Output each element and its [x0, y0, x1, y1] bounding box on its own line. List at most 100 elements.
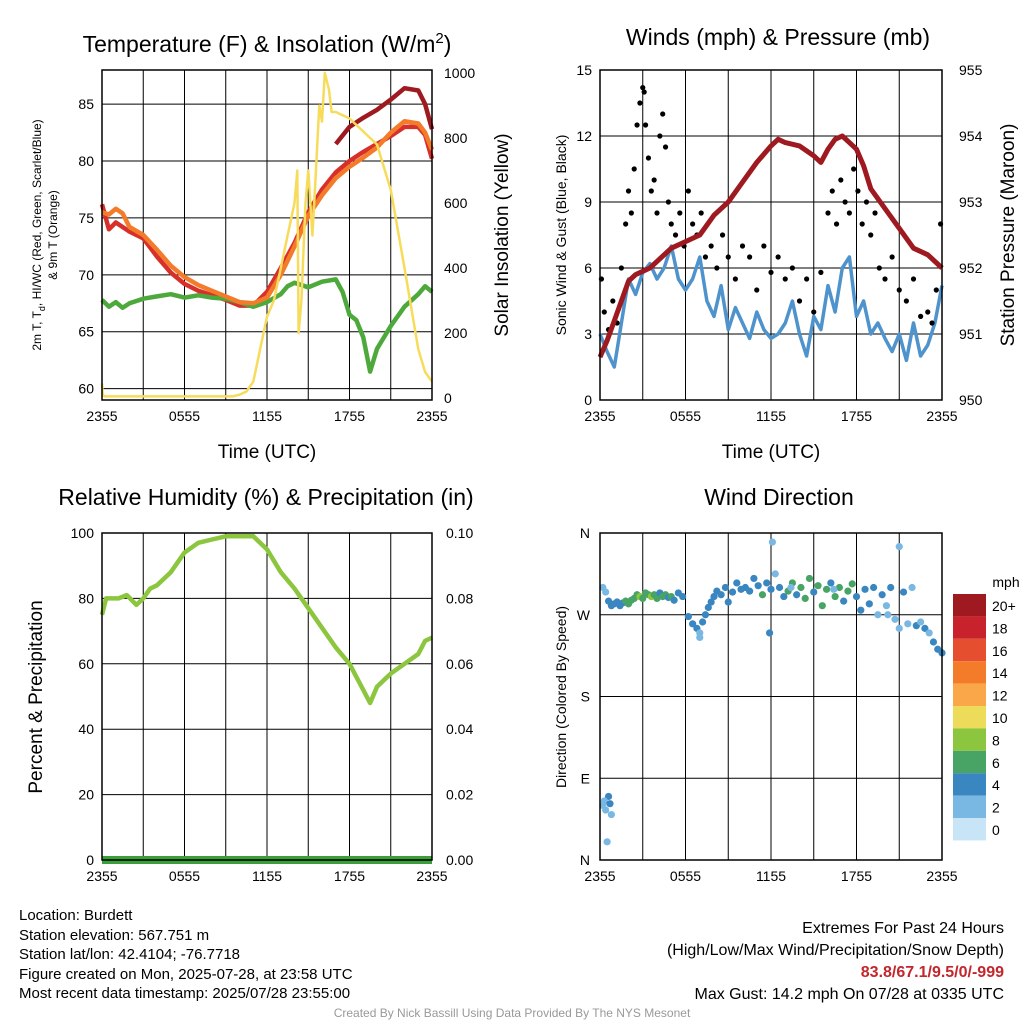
y-tick-label: 70	[78, 267, 94, 283]
gust-point	[648, 188, 654, 194]
chart-title: Winds (mph) & Pressure (mb)	[626, 24, 930, 50]
y2-tick-label: 0	[444, 390, 452, 406]
gust-point	[685, 188, 691, 194]
direction-point	[810, 588, 818, 596]
x-tick-label: 2355	[416, 868, 447, 884]
direction-point	[874, 611, 882, 619]
direction-point	[754, 582, 762, 590]
x-tick-label: 1155	[252, 868, 282, 884]
gust-point	[725, 254, 731, 260]
legend-label: 4	[992, 777, 1000, 793]
direction-point	[887, 583, 895, 592]
y2-tick-label: 0.00	[446, 852, 473, 868]
y2-tick-label: 0.10	[446, 525, 473, 541]
gust-point	[698, 210, 704, 216]
direction-point	[844, 587, 852, 595]
direction-point	[758, 591, 767, 599]
direction-point	[848, 580, 856, 588]
direction-point	[696, 633, 704, 642]
gust-point	[855, 188, 861, 194]
direction-point	[728, 588, 737, 596]
direction-point	[827, 579, 835, 587]
y2-tick-label: 1000	[444, 65, 475, 81]
y2-tick-label: 954	[959, 128, 983, 144]
gust-point	[829, 188, 835, 194]
y2-tick-label: 950	[959, 392, 983, 408]
x-tick-label: 2355	[416, 408, 447, 424]
gust-point	[690, 221, 696, 227]
legend-label: 20+	[992, 598, 1016, 614]
gust-point	[868, 232, 874, 238]
direction-point	[600, 797, 608, 805]
gust-point	[933, 287, 939, 293]
gust-point	[677, 210, 683, 216]
pressure-line	[597, 133, 944, 359]
gust-point	[775, 254, 781, 260]
direction-point	[710, 592, 718, 601]
y-tick-label: 15	[576, 62, 592, 78]
gust-point	[665, 199, 672, 205]
gust-point	[838, 177, 844, 183]
gust-point	[651, 177, 657, 183]
direction-point	[746, 587, 754, 595]
legend-swatch	[953, 683, 986, 706]
gust-point	[859, 221, 865, 227]
y-tick-label: 60	[78, 381, 94, 397]
direction-point	[684, 612, 692, 621]
x-tick-label: 0555	[169, 868, 200, 884]
direction-point	[771, 570, 779, 578]
x-axis-label: Time (UTC)	[722, 442, 821, 463]
temp-series-1	[100, 277, 434, 374]
gust-point	[825, 210, 831, 216]
direction-point	[831, 592, 839, 601]
direction-point	[882, 602, 891, 610]
legend-label: 14	[992, 665, 1008, 681]
y2-tick-label: 951	[959, 326, 983, 342]
gust-point	[625, 188, 632, 194]
x-tick-label: 1755	[841, 408, 872, 424]
direction-point	[689, 620, 697, 628]
x-tick-label: 0555	[670, 868, 701, 884]
rh-line	[99, 534, 433, 706]
gust-point	[761, 243, 767, 249]
y2-tick-label: 200	[444, 325, 468, 341]
gust-point	[719, 232, 726, 238]
x-tick-label: 1755	[841, 868, 872, 884]
gust-point	[654, 210, 660, 216]
legend-label: 18	[992, 620, 1008, 636]
x-tick-label: 2355	[584, 408, 615, 424]
gust-point	[634, 122, 640, 128]
y-tick-label: 75	[78, 210, 94, 226]
direction-point	[767, 585, 775, 593]
direction-point	[865, 600, 873, 608]
gust-point	[863, 199, 870, 205]
recent-text: Most recent data timestamp: 2025/07/28 2…	[19, 985, 351, 1002]
legend-swatch	[953, 818, 986, 841]
chart-title: Relative Humidity (%) & Precipitation (i…	[58, 484, 473, 510]
direction-point	[602, 588, 610, 596]
gust-point	[668, 221, 674, 227]
direction-point	[724, 598, 732, 606]
direction-point	[750, 574, 758, 583]
y-tick-label: 85	[78, 96, 94, 112]
gust-point	[896, 287, 902, 293]
gust-point	[618, 265, 624, 271]
direction-point	[793, 591, 801, 599]
y-tick-label: 40	[78, 721, 94, 737]
direction-point	[884, 611, 892, 619]
direction-point	[870, 583, 878, 592]
direction-point	[707, 598, 715, 606]
legend-label: 12	[992, 688, 1008, 704]
temp-series-3	[101, 118, 435, 306]
x-tick-label: 1155	[756, 868, 786, 884]
extremes-subtitle: (High/Low/Max Wind/Precipitation/Snow De…	[666, 942, 1004, 959]
x-tick-label: 2355	[926, 868, 957, 884]
direction-point	[604, 792, 613, 801]
gust-point	[811, 309, 817, 315]
gust-point	[882, 276, 888, 282]
station-info: Location: Burdett Station elevation: 567…	[19, 906, 353, 1004]
y2-tick-label: 400	[444, 260, 468, 276]
y2-tick-label: 0.04	[446, 721, 473, 737]
direction-point	[699, 618, 707, 626]
